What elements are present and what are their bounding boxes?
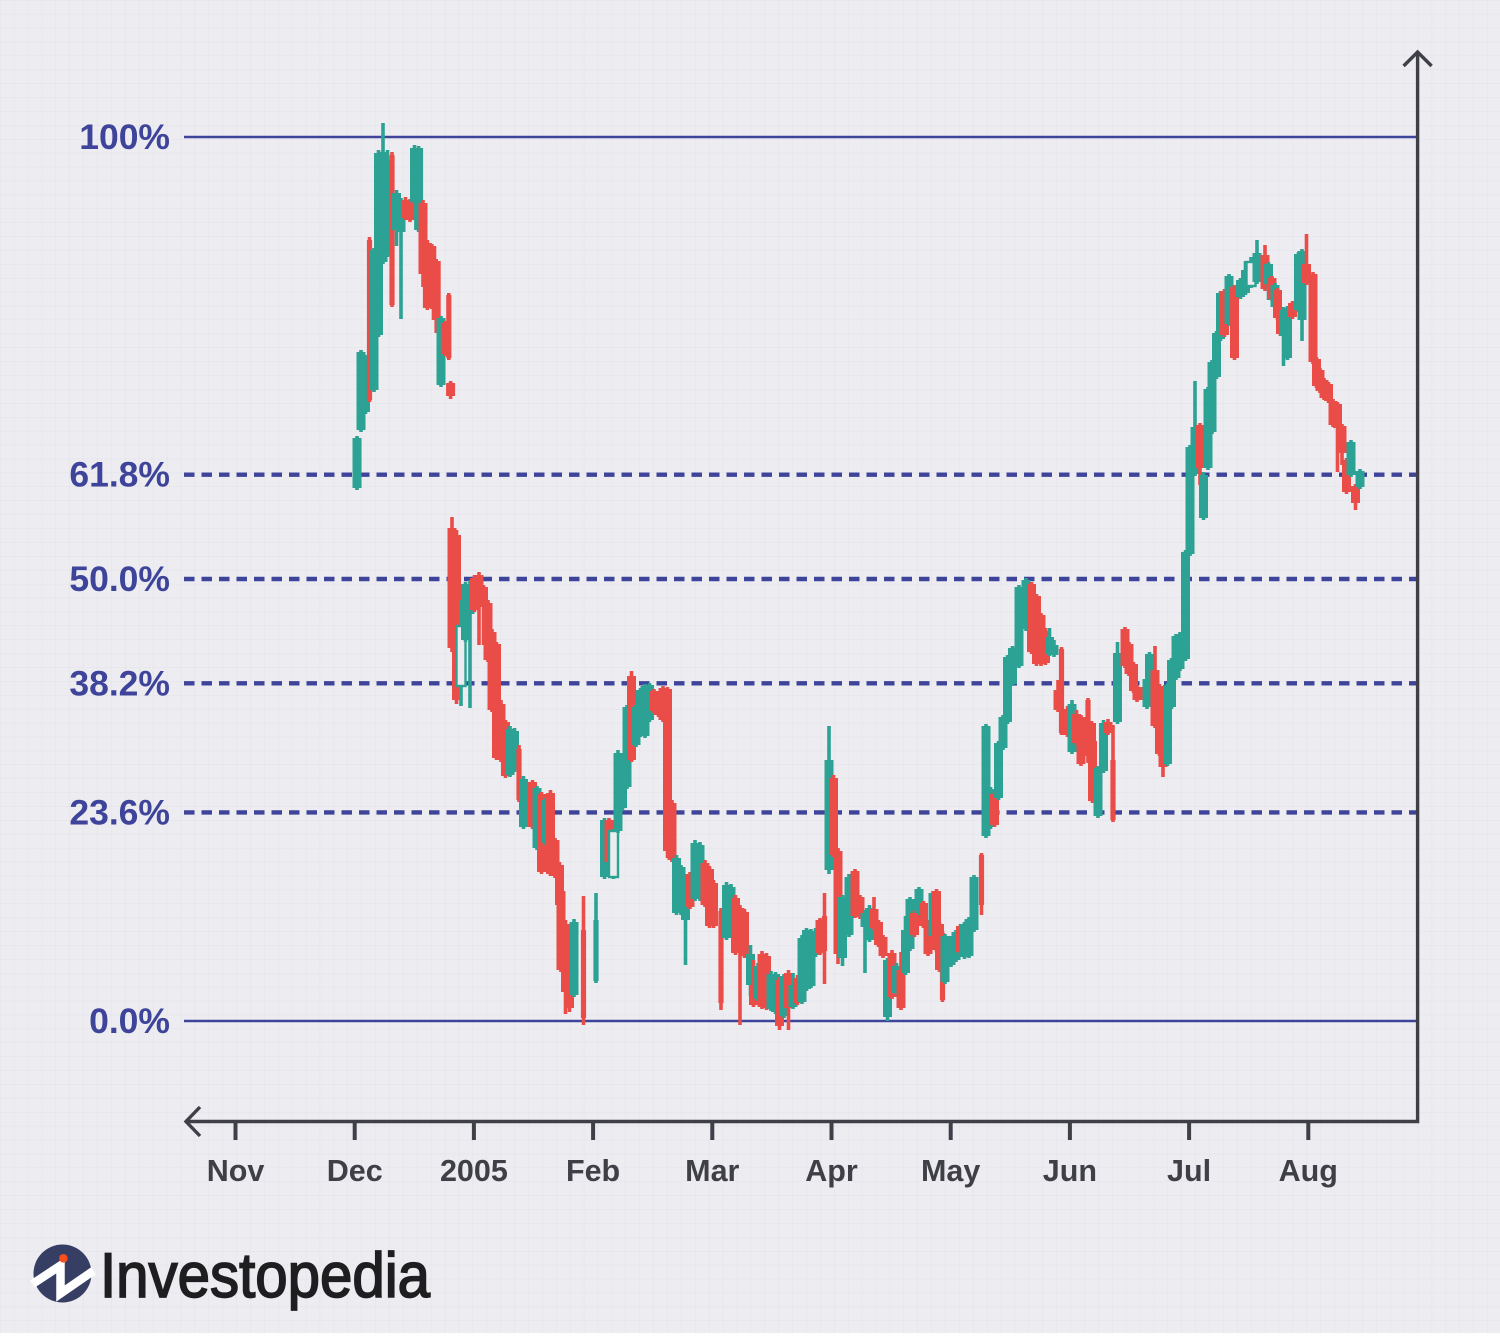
svg-text:100%: 100% [79, 117, 170, 157]
svg-text:Nov: Nov [207, 1154, 265, 1188]
svg-text:Feb: Feb [566, 1154, 620, 1188]
svg-text:Aug: Aug [1279, 1154, 1338, 1188]
svg-text:38.2%: 38.2% [69, 663, 170, 703]
svg-text:Mar: Mar [685, 1154, 739, 1188]
svg-text:50.0%: 50.0% [69, 559, 170, 599]
svg-text:Investopedia: Investopedia [100, 1241, 431, 1311]
svg-text:23.6%: 23.6% [69, 792, 170, 832]
svg-text:61.8%: 61.8% [69, 455, 170, 495]
svg-text:May: May [921, 1154, 980, 1188]
svg-text:Apr: Apr [805, 1154, 858, 1188]
svg-text:Jul: Jul [1167, 1154, 1211, 1188]
svg-text:0.0%: 0.0% [89, 1001, 170, 1041]
svg-text:2005: 2005 [440, 1154, 508, 1188]
svg-text:Jun: Jun [1043, 1154, 1097, 1188]
svg-text:Dec: Dec [327, 1154, 383, 1188]
